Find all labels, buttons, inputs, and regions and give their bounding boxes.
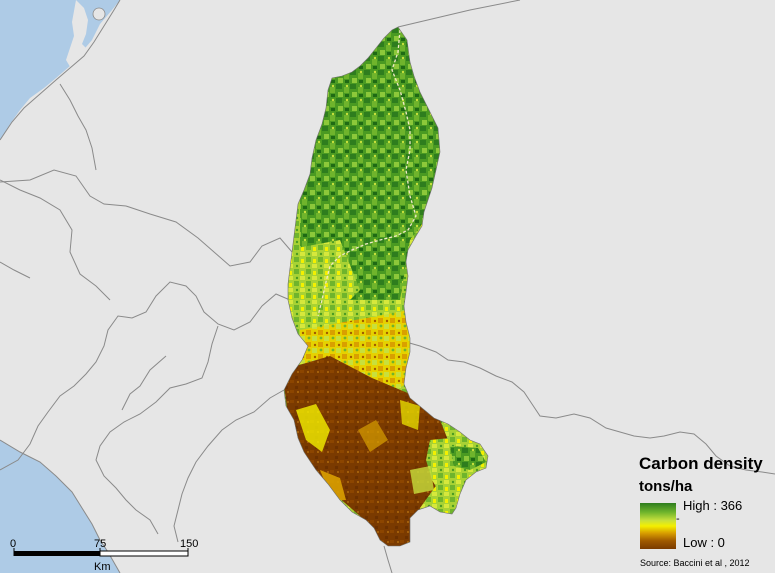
scale-bar [13,548,189,557]
sea-northwest [0,0,120,140]
scale-unit: Km [94,561,111,573]
source-citation: Source: Baccini et al , 2012 [640,558,750,568]
sea-southwest [0,440,120,573]
legend-title: Carbon density [639,454,763,473]
scale-tick-75: 75 [94,538,107,550]
legend-mid-mark: - [676,513,680,525]
internal-boundary-line [317,29,417,317]
island-peninsula [66,0,104,76]
legend-low-label: Low : 0 [683,535,725,550]
scale-tick-0: 0 [10,538,17,550]
region-outline [283,26,489,547]
legend-color-ramp [640,503,676,549]
legend-units: tons/ha [639,478,693,495]
coastline-west [0,0,121,141]
scale-tick-150: 150 [180,538,199,550]
coastline-southwest [0,439,121,573]
legend-high-label: High : 366 [683,498,743,513]
island-small [92,7,106,21]
